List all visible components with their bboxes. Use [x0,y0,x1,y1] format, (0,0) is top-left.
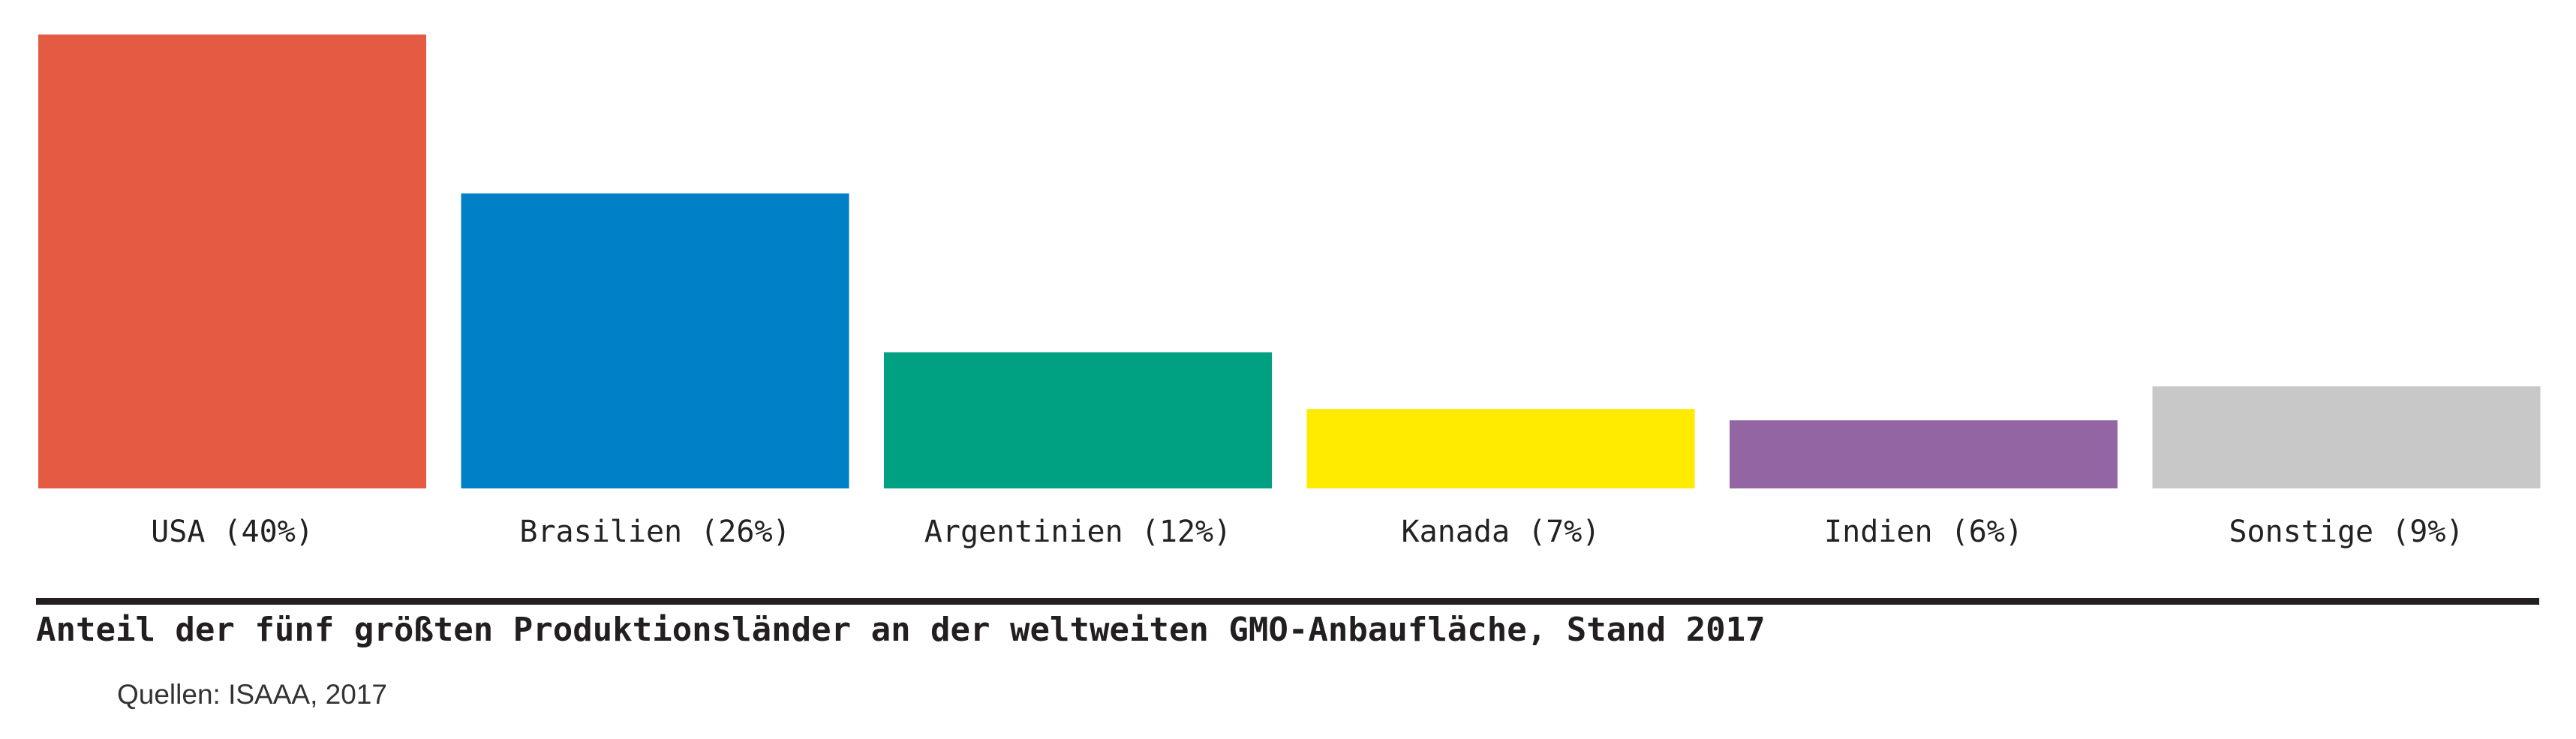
category-label-3: Kanada (7%) [1402,515,1601,549]
bar-chart: USA (40%) Brasilien (26%) Argentinien (12%… [38,35,2541,549]
bar-1 [461,193,849,488]
title-rule [36,598,2539,605]
category-label-2: Argentinien (12%) [924,515,1231,549]
bar-5 [2152,386,2541,488]
bar-2 [884,352,1272,488]
category-label-5: Sonstige (9%) [2229,515,2463,549]
bar-0 [38,35,426,488]
chart-title: Anteil der fünf größten Produktionslände… [36,611,1766,649]
bar-4 [1730,420,2118,488]
category-label-0: USA (40%) [151,515,314,549]
category-label-4: Indien (6%) [1824,515,2023,549]
source-note: Quellen: ISAAA, 2017 [117,679,387,710]
category-label-1: Brasilien (26%) [519,515,790,549]
bar-3 [1306,409,1695,488]
